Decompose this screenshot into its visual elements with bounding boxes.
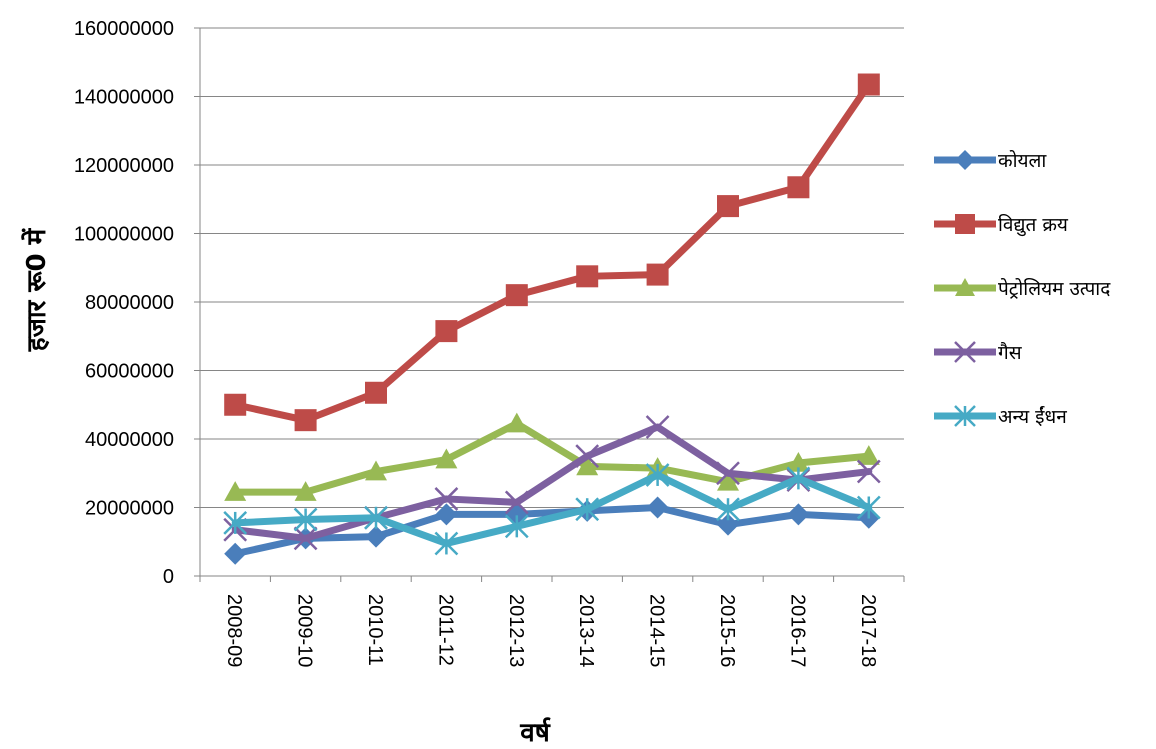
- data-point: [856, 495, 881, 520]
- data-point: [365, 460, 387, 481]
- y-tick-label: 60000000: [85, 361, 174, 383]
- legend-label: गैस: [998, 341, 1023, 364]
- y-tick-label: 0: [163, 566, 174, 588]
- x-tick-label: 2009-10: [294, 594, 316, 667]
- data-point: [224, 393, 247, 416]
- data-point: [505, 412, 528, 433]
- marker-stroke: [575, 444, 600, 469]
- x-tick-label: 2008-09: [223, 594, 245, 667]
- data-point: [857, 445, 880, 465]
- y-axis-title: हजार रू0 में: [21, 227, 52, 352]
- y-tick-label: 140000000: [74, 87, 174, 109]
- data-point: [365, 381, 387, 404]
- data-point: [224, 542, 247, 565]
- x-axis-title: वर्ष: [519, 717, 550, 748]
- x-tick-label: 2014-15: [646, 594, 668, 667]
- legend-label: पेट्रोलियम उत्पाद: [998, 277, 1111, 300]
- legend-label: विद्युत क्रय: [998, 213, 1069, 237]
- y-tick-label: 160000000: [74, 18, 174, 40]
- series-line-5: [231, 471, 873, 547]
- x-tick-label: 2013-14: [575, 594, 597, 667]
- legend-swatch-marker: [955, 214, 975, 234]
- data-point: [224, 481, 247, 501]
- data-point: [646, 263, 669, 286]
- data-point: [223, 511, 248, 535]
- y-tick-label: 100000000: [74, 224, 174, 246]
- data-point: [716, 461, 740, 486]
- legend-swatch-marker: [955, 150, 975, 170]
- legend-label: कोयला: [998, 149, 1047, 172]
- marker-stroke: [645, 415, 670, 439]
- legend-entry: विद्युत क्रय: [934, 213, 1069, 237]
- data-point: [787, 176, 810, 199]
- data-point: [787, 503, 810, 526]
- x-tick-label: 2015-16: [716, 594, 738, 667]
- legend-entry: पेट्रोलियम उत्पाद: [934, 277, 1111, 300]
- marker-stroke: [434, 487, 459, 511]
- data-point: [504, 514, 529, 539]
- plot-area: [223, 73, 881, 565]
- data-point: [293, 526, 318, 551]
- data-point: [435, 503, 458, 526]
- series-line-1: [231, 504, 873, 558]
- gridlines: [200, 27, 904, 508]
- x-tick-label: 2010-11: [364, 594, 386, 666]
- data-point: [575, 444, 600, 469]
- data-point: [365, 525, 387, 548]
- legend: कोयला विद्युत क्रय पेट्रोलियम उत्पाद गैस अन्…: [934, 149, 1111, 428]
- data-point: [505, 284, 528, 307]
- data-point: [787, 451, 810, 472]
- legend-swatch-marker: [954, 341, 976, 363]
- data-point: [576, 455, 599, 476]
- data-point: [786, 466, 811, 491]
- data-point: [717, 470, 739, 491]
- x-tick-labels: 2008-09 2009-10 2010-11 2011-12 2012-13 2013-…: [223, 594, 879, 667]
- data-point: [294, 481, 317, 501]
- series-line-3: [231, 420, 873, 496]
- data-point: [646, 496, 669, 519]
- legend-entry: अन्य ईंधन: [934, 405, 1067, 428]
- series-line-4: [231, 423, 873, 542]
- marker-stroke: [716, 461, 740, 486]
- marker-stroke: [293, 526, 318, 551]
- legend-entry: गैस: [934, 341, 1023, 364]
- series-line-2: [231, 81, 873, 424]
- x-tick-label: 2012-13: [505, 594, 527, 667]
- x-tick-label: 2011-12: [434, 594, 456, 666]
- x-tick-label: 2016-17: [786, 594, 808, 667]
- y-tick-label: 20000000: [85, 498, 174, 520]
- data-point: [434, 487, 459, 511]
- marker-stroke: [856, 459, 881, 484]
- marker-stroke: [504, 490, 529, 515]
- data-point: [717, 195, 739, 218]
- data-point: [716, 497, 740, 522]
- data-point: [294, 409, 317, 432]
- axes: [194, 27, 905, 582]
- data-point: [293, 507, 318, 532]
- x-tick-label: 2017-18: [857, 594, 879, 667]
- y-tick-label: 120000000: [74, 155, 174, 177]
- data-point: [434, 531, 459, 556]
- data-point: [364, 505, 388, 530]
- data-point: [645, 463, 670, 487]
- legend-swatch-marker: [954, 405, 976, 427]
- y-tick-label: 80000000: [85, 292, 174, 314]
- data-point: [856, 459, 881, 484]
- data-point: [645, 415, 670, 439]
- data-point: [435, 448, 458, 469]
- data-point: [435, 320, 458, 343]
- legend-label: अन्य ईंधन: [998, 405, 1067, 428]
- data-point: [575, 497, 600, 522]
- legend-swatch-marker: [955, 278, 975, 296]
- y-tick-label: 40000000: [85, 429, 174, 451]
- data-point: [857, 73, 880, 96]
- y-tick-labels: 0 20000000 40000000 60000000 80000000 1000000…: [74, 18, 174, 588]
- legend-entry: कोयला: [934, 149, 1047, 172]
- data-point: [717, 513, 739, 536]
- data-point: [576, 265, 599, 288]
- marker-stroke: [954, 341, 976, 363]
- data-point: [504, 490, 529, 515]
